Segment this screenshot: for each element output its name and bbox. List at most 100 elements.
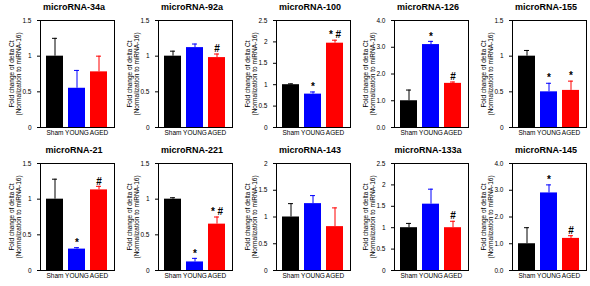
svg-text:0: 0 [264, 267, 268, 274]
svg-text:4.0: 4.0 [376, 17, 385, 24]
svg-text:Sham: Sham [401, 272, 418, 279]
svg-text:*: * [75, 237, 79, 248]
svg-text:YOUNG: YOUNG [65, 272, 89, 279]
svg-text:Fold change of delta Ct(Normal: Fold change of delta Ct(Normalization to… [362, 32, 377, 115]
svg-text:1.5: 1.5 [22, 160, 31, 167]
svg-text:Sham: Sham [47, 129, 64, 136]
svg-text:2.5: 2.5 [376, 160, 385, 167]
svg-text:*: * [547, 72, 551, 83]
svg-text:0.0: 0.0 [494, 267, 503, 274]
svg-text:Fold change of delta Ct(Normal: Fold change of delta Ct(Normalization to… [8, 175, 23, 258]
svg-text:Fold change of delta Ct(Normal: Fold change of delta Ct(Normalization to… [126, 175, 140, 258]
svg-text:YOUNG: YOUNG [537, 129, 561, 136]
svg-text:0.5: 0.5 [258, 240, 267, 247]
svg-text:1: 1 [382, 224, 386, 231]
svg-text:#: # [450, 210, 456, 221]
svg-text:#: # [214, 43, 220, 54]
svg-text:*: * [429, 31, 433, 42]
svg-text:*: * [569, 70, 573, 81]
svg-text:Fold change of delta Ct(Normal: Fold change of delta Ct(Normalization to… [480, 175, 495, 258]
svg-text:AGED: AGED [90, 129, 109, 136]
svg-text:AGED: AGED [326, 272, 345, 279]
svg-text:AGED: AGED [208, 129, 227, 136]
svg-text:YOUNG: YOUNG [301, 129, 325, 136]
svg-text:#: # [96, 176, 102, 187]
svg-text:Fold change of delta Ct(Normal: Fold change of delta Ct(Normalization to… [8, 32, 23, 115]
svg-text:1: 1 [28, 52, 32, 59]
svg-text:1: 1 [146, 52, 150, 59]
svg-text:*: * [193, 248, 197, 259]
svg-text:AGED: AGED [326, 129, 345, 136]
svg-text:Sham: Sham [401, 129, 418, 136]
svg-text:1.5: 1.5 [140, 160, 149, 167]
svg-text:1.0: 1.0 [376, 97, 385, 104]
svg-text:YOUNG: YOUNG [301, 272, 325, 279]
svg-text:3.0: 3.0 [376, 43, 385, 50]
svg-text:2.0: 2.0 [376, 70, 385, 77]
svg-text:AGED: AGED [208, 272, 227, 279]
svg-text:YOUNG: YOUNG [65, 129, 89, 136]
svg-text:1: 1 [500, 52, 504, 59]
svg-text:1.5: 1.5 [376, 202, 385, 209]
svg-text:0: 0 [146, 267, 150, 274]
svg-text:YOUNG: YOUNG [183, 272, 207, 279]
svg-text:Fold change of delta Ct(Normal: Fold change of delta Ct(Normalization to… [126, 32, 140, 115]
svg-text:Sham: Sham [283, 129, 300, 136]
svg-text:0: 0 [382, 267, 386, 274]
svg-text:Fold change of delta Ct(Normal: Fold change of delta Ct(Normalization to… [480, 32, 495, 115]
svg-text:Sham: Sham [165, 272, 182, 279]
svg-text:1.5: 1.5 [258, 186, 267, 193]
svg-text:* #: * # [329, 29, 342, 40]
svg-text:YOUNG: YOUNG [419, 272, 443, 279]
svg-text:0.5: 0.5 [376, 245, 385, 252]
svg-text:AGED: AGED [444, 272, 463, 279]
svg-text:0.5: 0.5 [258, 102, 267, 109]
svg-text:0.5: 0.5 [140, 231, 149, 238]
svg-text:*: * [311, 81, 315, 92]
svg-text:AGED: AGED [562, 272, 581, 279]
svg-text:0: 0 [28, 124, 32, 131]
svg-text:Fold change of delta Ct(Normal: Fold change of delta Ct(Normalization to… [244, 175, 259, 258]
svg-text:1: 1 [146, 195, 150, 202]
svg-text:0: 0 [28, 267, 32, 274]
svg-text:Sham: Sham [283, 272, 300, 279]
svg-text:#: # [450, 71, 456, 82]
svg-text:Sham: Sham [47, 272, 64, 279]
svg-text:Fold change of delta Ct(Normal: Fold change of delta Ct(Normalization to… [244, 32, 259, 115]
svg-text:* #: * # [211, 206, 224, 217]
svg-text:AGED: AGED [444, 129, 463, 136]
svg-text:2.0: 2.0 [494, 213, 503, 220]
svg-text:0: 0 [264, 124, 268, 131]
svg-text:1: 1 [264, 213, 268, 220]
svg-text:3.0: 3.0 [494, 186, 503, 193]
svg-text:0.5: 0.5 [22, 231, 31, 238]
svg-text:0: 0 [146, 124, 150, 131]
svg-text:2: 2 [264, 160, 268, 167]
svg-text:YOUNG: YOUNG [537, 272, 561, 279]
svg-text:1: 1 [28, 195, 32, 202]
svg-text:*: * [547, 174, 551, 185]
svg-text:YOUNG: YOUNG [419, 129, 443, 136]
svg-text:1.5: 1.5 [22, 17, 31, 24]
svg-text:AGED: AGED [90, 272, 109, 279]
svg-text:0.0: 0.0 [376, 124, 385, 131]
svg-text:1.0: 1.0 [494, 240, 503, 247]
svg-text:0.5: 0.5 [140, 88, 149, 95]
svg-text:1.5: 1.5 [258, 59, 267, 66]
svg-text:1.5: 1.5 [140, 17, 149, 24]
svg-text:2.5: 2.5 [258, 17, 267, 24]
svg-text:2: 2 [382, 181, 386, 188]
svg-text:0.5: 0.5 [494, 88, 503, 95]
svg-text:YOUNG: YOUNG [183, 129, 207, 136]
svg-text:Sham: Sham [165, 129, 182, 136]
svg-text:0: 0 [500, 124, 504, 131]
svg-text:1.5: 1.5 [494, 17, 503, 24]
svg-text:Fold change of delta Ct(Normal: Fold change of delta Ct(Normalization to… [362, 175, 377, 258]
svg-text:0.5: 0.5 [22, 88, 31, 95]
svg-text:4.0: 4.0 [494, 160, 503, 167]
svg-text:Sham: Sham [519, 272, 536, 279]
svg-text:#: # [568, 225, 574, 236]
svg-text:2: 2 [264, 38, 268, 45]
svg-text:1: 1 [264, 81, 268, 88]
svg-text:Sham: Sham [519, 129, 536, 136]
